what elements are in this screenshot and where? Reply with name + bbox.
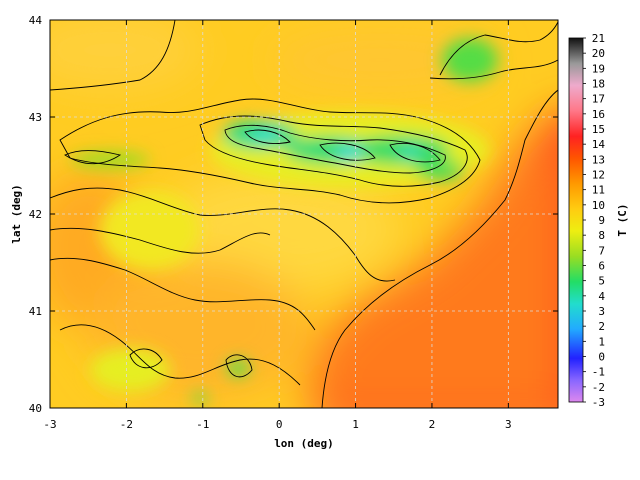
colorbar-tick-label: 10 [592, 199, 605, 212]
pyrenees-core-4 [415, 160, 465, 180]
bay-warm-patch [50, 20, 200, 90]
y-axis-ticks: 40 41 42 43 44 [29, 14, 558, 415]
iberian-yellow [100, 190, 200, 270]
y-tick-label: 43 [29, 111, 42, 124]
colorbar-tick-label: 20 [592, 47, 605, 60]
coast-warm-band [300, 150, 558, 408]
colorbar-tick-label: 17 [592, 93, 605, 106]
x-tick-label: -2 [120, 418, 133, 431]
colorbar-tick-label: 18 [592, 78, 605, 91]
colorbar-tick-label: 13 [592, 153, 605, 166]
contour-lines [50, 20, 558, 408]
pyrenees-cyan-2 [336, 147, 364, 159]
colorbar-tick-label: -2 [592, 381, 605, 394]
colorbar-tick-label: 15 [592, 123, 605, 136]
grid-lines [50, 20, 558, 408]
colorbar-tick-label: 8 [598, 229, 605, 242]
colorbar-tick-label: 3 [598, 305, 605, 318]
colorbar-gradient [568, 37, 584, 403]
x-tick-label: 3 [505, 418, 512, 431]
y-axis-label: lat (deg) [10, 184, 23, 244]
y-tick-label: 44 [29, 14, 43, 27]
colorbar-tick-label: 1 [598, 335, 605, 348]
colorbar-tick-label: 6 [598, 260, 605, 273]
x-axis-label: lon (deg) [274, 437, 334, 450]
pyrenees-mid-contour [199, 115, 468, 187]
colorbar: -3-2-10123456789101112131415161718192021… [568, 32, 629, 409]
ebro-warm-patch [160, 170, 400, 290]
colorbar-tick-label: 5 [598, 275, 605, 288]
pyrenees-core-contour [244, 129, 441, 163]
y-tick-label: 41 [29, 305, 42, 318]
colorbar-label: T (C) [616, 203, 629, 236]
pyrenees-outer-contour [59, 98, 481, 204]
ebro-contour-2 [50, 257, 316, 331]
x-tick-label: 1 [352, 418, 359, 431]
x-axis-ticks: -3 -2 -1 0 1 2 3 [43, 20, 512, 431]
southwest-green-3 [192, 393, 208, 403]
colorbar-tick-label: 0 [598, 351, 605, 364]
southwest-yellow-1 [90, 348, 170, 392]
northeast-contour [429, 21, 558, 80]
y-tick-label: 42 [29, 208, 42, 221]
colorbar-tick-label: -1 [592, 366, 605, 379]
colorbar-tick-label: 12 [592, 169, 605, 182]
colorbar-tick-label: 14 [592, 138, 606, 151]
colorbar-tick-label: -3 [592, 396, 605, 409]
ebro-contour-1 [50, 187, 396, 282]
coastline-contour [50, 20, 176, 91]
colorbar-tick-label: 11 [592, 184, 605, 197]
colorbar-tick-label: 4 [598, 290, 605, 303]
colorbar-tick-label: 9 [598, 214, 605, 227]
iberian-contour [50, 227, 271, 254]
west-contour-loop [64, 150, 122, 165]
colorbar-tick-label: 7 [598, 244, 605, 257]
ebro-contour-3 [59, 324, 301, 386]
x-tick-label: 0 [276, 418, 283, 431]
x-tick-label: -3 [43, 418, 56, 431]
north-orange-patch [270, 30, 490, 90]
x-tick-label: 2 [429, 418, 436, 431]
colorbar-tick-label: 2 [598, 320, 605, 333]
pyrenees-inner-contour [224, 124, 446, 174]
warm-coast-contour [321, 89, 558, 408]
southwest-contour-loop-2 [225, 354, 253, 378]
northeast-green-patch [442, 38, 498, 82]
plot-area [50, 20, 558, 408]
y-tick-label: 40 [29, 402, 42, 415]
colorbar-tick-label: 16 [592, 108, 605, 121]
colorbar-tick-label: 21 [592, 32, 605, 45]
southwest-green-2 [226, 359, 250, 377]
southwest-contour-loop-1 [129, 348, 163, 369]
x-tick-label: -1 [196, 418, 209, 431]
colorbar-tick-label: 19 [592, 62, 605, 75]
pyrenees-cyan-3 [398, 147, 422, 157]
